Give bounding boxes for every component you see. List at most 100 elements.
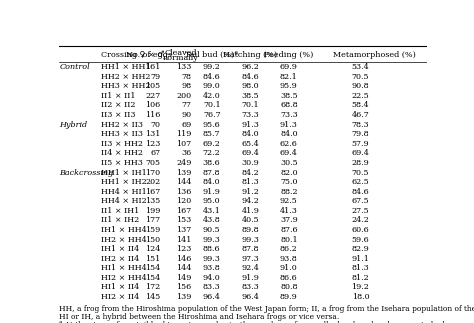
Text: 70.5: 70.5 [352, 169, 369, 176]
Text: 86.2: 86.2 [280, 245, 298, 253]
Text: 84.6: 84.6 [241, 73, 259, 81]
Text: 19.2: 19.2 [352, 283, 369, 291]
Text: 92.4: 92.4 [241, 264, 259, 272]
Text: 75.0: 75.0 [280, 178, 298, 186]
Text: HH1 × HH1: HH1 × HH1 [101, 63, 151, 71]
Text: Hatching (%): Hatching (%) [223, 51, 277, 59]
Text: 137: 137 [176, 226, 191, 234]
Text: 139: 139 [176, 293, 191, 301]
Text: 30.9: 30.9 [241, 159, 259, 167]
Text: Backcrossing: Backcrossing [59, 169, 113, 176]
Text: IH2 × II4: IH2 × II4 [101, 255, 140, 263]
Text: 80.8: 80.8 [280, 283, 298, 291]
Text: 90.5: 90.5 [203, 226, 220, 234]
Text: 119: 119 [176, 130, 191, 138]
Text: 167: 167 [176, 207, 191, 215]
Text: II1 × IH2: II1 × IH2 [101, 216, 140, 224]
Text: 82.0: 82.0 [280, 169, 298, 176]
Text: 69.4: 69.4 [241, 149, 259, 157]
Text: 41.9: 41.9 [241, 207, 259, 215]
Text: 87.8: 87.8 [203, 169, 220, 176]
Text: 167: 167 [145, 188, 160, 196]
Text: 95.9: 95.9 [280, 82, 298, 90]
Text: 156: 156 [176, 283, 191, 291]
Text: 95.6: 95.6 [203, 120, 220, 129]
Text: 705: 705 [145, 159, 160, 167]
Text: 172: 172 [145, 283, 160, 291]
Text: IH1 × II4: IH1 × II4 [101, 245, 140, 253]
Text: 99.3: 99.3 [203, 255, 220, 263]
Text: 79.8: 79.8 [352, 130, 369, 138]
Text: 69.4: 69.4 [352, 149, 369, 157]
Text: 38.5: 38.5 [241, 92, 259, 100]
Text: 105: 105 [145, 82, 160, 90]
Text: Hybrid: Hybrid [59, 120, 87, 129]
Text: 28.9: 28.9 [352, 159, 369, 167]
Text: 81.3: 81.3 [241, 178, 259, 186]
Text: 62.5: 62.5 [352, 178, 369, 186]
Text: 154: 154 [145, 274, 160, 282]
Text: 94.0: 94.0 [203, 274, 220, 282]
Text: HH2 × HH2: HH2 × HH2 [101, 73, 151, 81]
Text: Tail bud (%)ª: Tail bud (%)ª [185, 51, 238, 59]
Text: 89.8: 89.8 [241, 226, 259, 234]
Text: 70.1: 70.1 [241, 101, 259, 109]
Text: 78.3: 78.3 [352, 120, 369, 129]
Text: 65.4: 65.4 [241, 140, 259, 148]
Text: II4 × HH2: II4 × HH2 [101, 149, 144, 157]
Text: 136: 136 [176, 188, 191, 196]
Text: 88.6: 88.6 [203, 245, 220, 253]
Text: 62.6: 62.6 [280, 140, 298, 148]
Text: 200: 200 [176, 92, 191, 100]
Text: 73.3: 73.3 [241, 111, 259, 119]
Text: II3 × HH2: II3 × HH2 [101, 140, 144, 148]
Text: 69: 69 [181, 120, 191, 129]
Text: 84.0: 84.0 [203, 178, 220, 186]
Text: 91.2: 91.2 [241, 188, 259, 196]
Text: 149: 149 [176, 274, 191, 282]
Text: 89.9: 89.9 [280, 293, 298, 301]
Text: 83.3: 83.3 [203, 283, 220, 291]
Text: 141: 141 [176, 235, 191, 244]
Text: 18.0: 18.0 [352, 293, 369, 301]
Text: 43.1: 43.1 [203, 207, 220, 215]
Text: 87.6: 87.6 [280, 226, 298, 234]
Text: IH2 × HH4: IH2 × HH4 [101, 235, 147, 244]
Text: 81.2: 81.2 [352, 274, 369, 282]
Text: HH, a frog from the Hiroshima population of the West Japan form; II, a frog from: HH, a frog from the Hiroshima population… [59, 305, 474, 313]
Text: 83.3: 83.3 [241, 283, 259, 291]
Text: HH2 × II3: HH2 × II3 [101, 120, 144, 129]
Text: 90: 90 [182, 111, 191, 119]
Text: 82.1: 82.1 [280, 73, 298, 81]
Text: 27.5: 27.5 [352, 207, 369, 215]
Text: 99.3: 99.3 [241, 235, 259, 244]
Text: Feeding (%): Feeding (%) [264, 51, 313, 59]
Text: 84.2: 84.2 [241, 169, 259, 176]
Text: 79: 79 [150, 73, 160, 81]
Text: 90.8: 90.8 [352, 82, 369, 90]
Text: 177: 177 [145, 216, 160, 224]
Text: 123: 123 [176, 245, 191, 253]
Text: 70.5: 70.5 [352, 73, 369, 81]
Text: 98: 98 [182, 82, 191, 90]
Text: 42.0: 42.0 [203, 92, 220, 100]
Text: 202: 202 [145, 178, 160, 186]
Text: 84.0: 84.0 [241, 130, 259, 138]
Text: ª At the stages from tail bud to metamorphosis, the numbers of normally develope: ª At the stages from tail bud to metamor… [59, 321, 474, 323]
Text: 120: 120 [176, 197, 191, 205]
Text: 154: 154 [145, 264, 160, 272]
Text: HH3 × HH2: HH3 × HH2 [101, 82, 151, 90]
Text: Control: Control [59, 63, 90, 71]
Text: 97.3: 97.3 [241, 255, 259, 263]
Text: 92.5: 92.5 [280, 197, 298, 205]
Text: II5 × HH3: II5 × HH3 [101, 159, 143, 167]
Text: 80.1: 80.1 [280, 235, 298, 244]
Text: 60.6: 60.6 [352, 226, 369, 234]
Text: 135: 135 [145, 197, 160, 205]
Text: HI1 × II4: HI1 × II4 [101, 283, 140, 291]
Text: 153: 153 [176, 216, 191, 224]
Text: normally: normally [163, 54, 198, 62]
Text: 161: 161 [145, 63, 160, 71]
Text: 99.0: 99.0 [203, 82, 220, 90]
Text: HH4 × HI1: HH4 × HI1 [101, 188, 147, 196]
